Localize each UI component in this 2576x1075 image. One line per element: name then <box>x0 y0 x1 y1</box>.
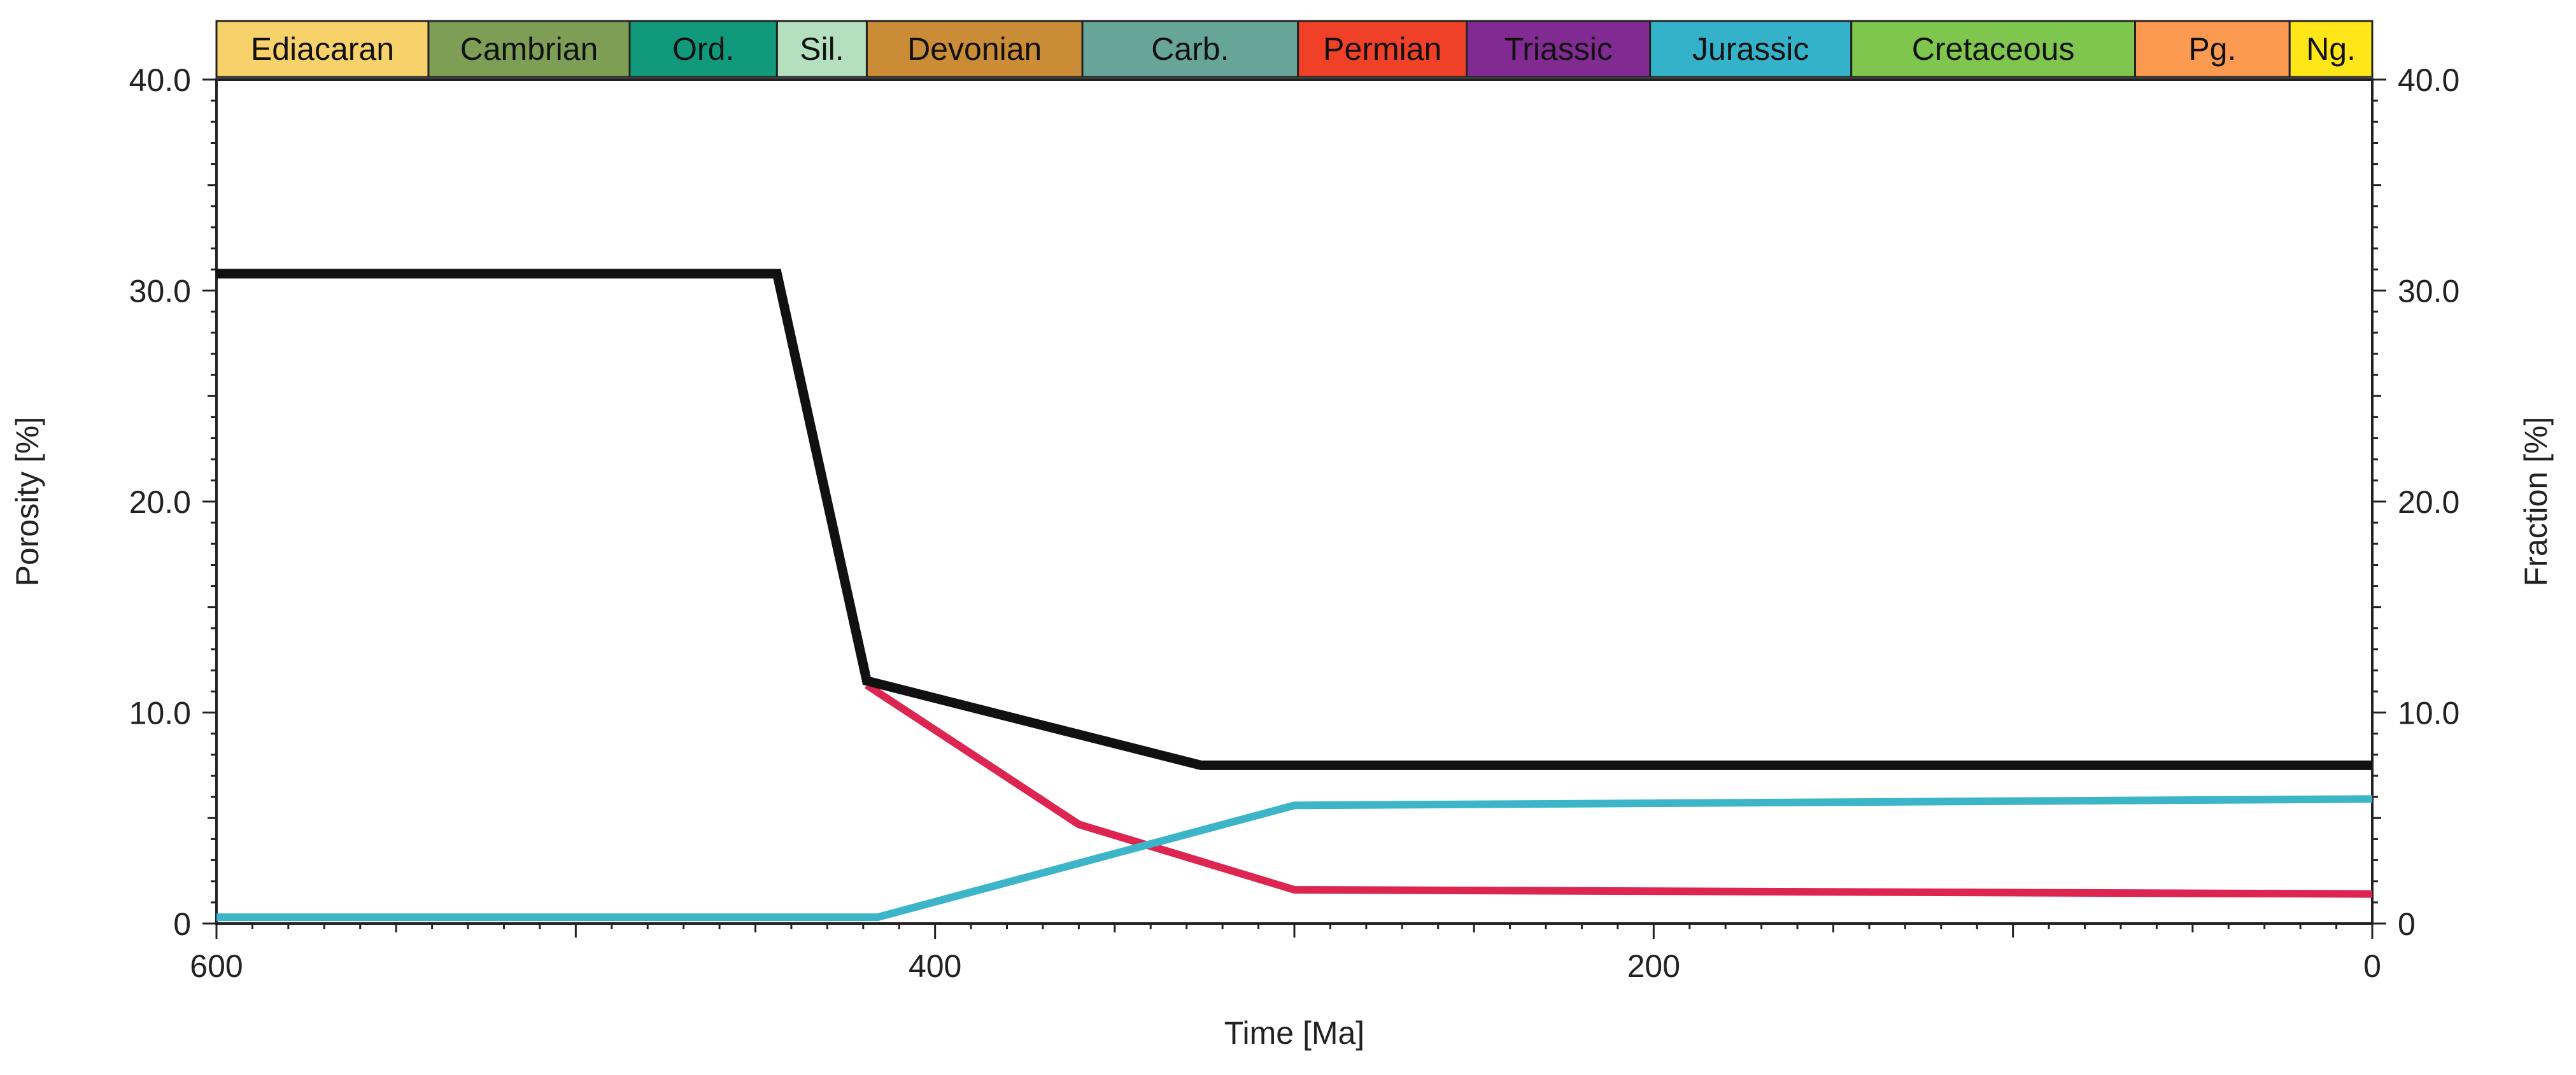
axis-ticks <box>202 78 2386 939</box>
y2-axis-title: Fraction [%] <box>2518 417 2554 587</box>
y2-tick-label: 20.0 <box>2398 484 2459 520</box>
period-block <box>1850 20 2137 78</box>
period-block <box>2288 20 2374 78</box>
period-block <box>1649 20 1853 78</box>
y-tick-label: 40.0 <box>129 62 191 98</box>
x-tick-label: 400 <box>909 948 961 984</box>
series-line-porosity <box>216 269 2372 770</box>
tick-marks <box>202 78 2386 939</box>
period-label: Permian <box>1323 31 1441 67</box>
x-tick-label: 0 <box>2363 948 2381 984</box>
period-block <box>865 20 1084 78</box>
y2-tick-label: 30.0 <box>2398 274 2459 309</box>
y-tick-label: 20.0 <box>129 484 191 520</box>
period-block <box>427 20 631 78</box>
y2-tick-label: 0 <box>2398 906 2416 942</box>
series-line-fraction-cyan <box>216 795 2373 922</box>
plot-frame <box>215 78 2374 925</box>
period-label: Triassic <box>1504 31 1613 67</box>
y2-tick-label: 40.0 <box>2398 62 2459 98</box>
period-block <box>1297 20 1468 78</box>
axis-labels: 600 400 200 00 010.0 10.020.0 20.030.0 30.040.0… <box>129 62 2460 984</box>
period-label: Ord. <box>672 31 734 67</box>
period-label: Cambrian <box>460 31 598 67</box>
x-tick-label: 200 <box>1627 948 1680 984</box>
y-tick-label: 10.0 <box>129 696 191 731</box>
geologic-period-bar: Ediacaran Cambrian Ord. Sil. Devonian Carb. Pe… <box>215 20 2374 78</box>
y-tick-label: 30.0 <box>129 274 191 309</box>
period-block <box>215 20 430 78</box>
period-block <box>628 20 778 78</box>
x-axis-title: Time [Ma] <box>1224 1015 1364 1051</box>
period-label: Devonian <box>907 31 1042 67</box>
period-label: Pg. <box>2188 31 2236 67</box>
period-label: Ng. <box>2306 31 2356 67</box>
period-label: Carb. <box>1151 31 1229 67</box>
y-tick-label: 0 <box>173 906 191 942</box>
period-label: Sil. <box>800 31 844 67</box>
y2-tick-label: 10.0 <box>2398 696 2459 731</box>
period-block <box>1466 20 1652 78</box>
x-tick-label: 600 <box>190 948 243 984</box>
y-axis-title: Porosity [%] <box>10 417 45 587</box>
period-label: Jurassic <box>1692 31 1809 67</box>
series-layer <box>216 269 2373 922</box>
period-label: Cretaceous <box>1912 31 2075 67</box>
series-line-fraction-red <box>865 682 2373 898</box>
period-block <box>1081 20 1299 78</box>
period-label: Ediacaran <box>251 31 394 67</box>
